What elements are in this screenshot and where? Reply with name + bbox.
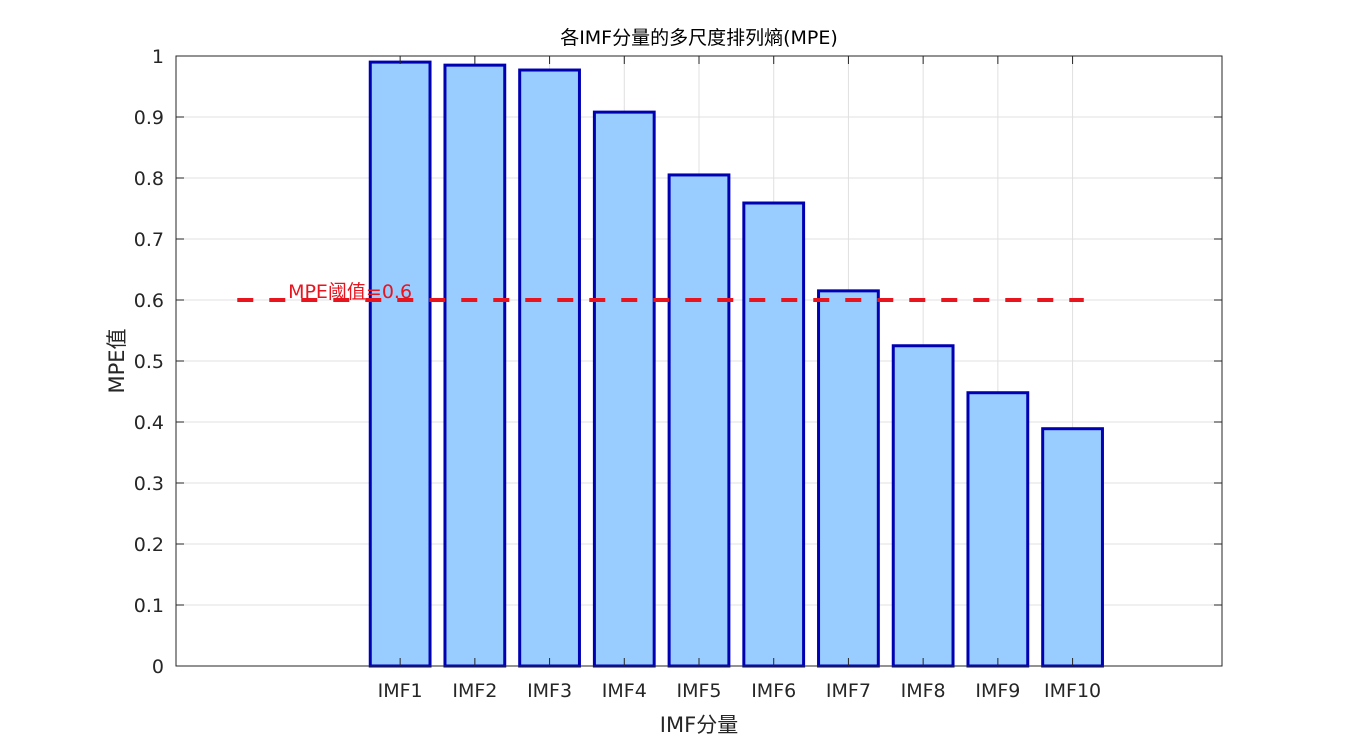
chart-title: 各IMF分量的多尺度排列熵(MPE) [560,27,838,49]
bar-imf7 [817,289,880,668]
y-axis-label: MPE值 [105,328,129,393]
y-tick-label: 0.3 [134,473,164,495]
x-tick-label: IMF6 [751,680,796,702]
y-tick-label: 0.5 [134,351,164,373]
bar-imf8 [891,344,955,668]
x-tick-label: IMF2 [452,680,497,702]
x-axis: IMF1 IMF2 IMF3 IMF4 IMF5 IMF6 IMF7 IMF8 IMF9 IMF1… [378,56,1101,702]
x-tick-label: IMF5 [676,680,721,702]
x-tick-label: IMF8 [901,680,946,702]
x-axis-label: IMF分量 [660,713,738,737]
bars [368,60,1104,668]
x-tick-label: IMF1 [378,680,423,702]
y-tick-label: 0 [152,656,164,678]
x-tick-label: IMF7 [826,680,871,702]
bar-imf6 [742,201,806,668]
bar-imf1 [368,60,432,668]
y-tick-label: 1 [152,46,164,68]
bar-imf5 [667,173,731,668]
threshold: MPE阈值=0.6 [237,281,1084,303]
y-tick-label: 0.1 [134,595,164,617]
x-tick-label: IMF10 [1044,680,1101,702]
bar-imf4 [592,110,656,668]
x-tick-label: IMF9 [975,680,1020,702]
bar-imf3 [518,68,581,668]
y-tick-label: 0.6 [134,290,164,312]
y-tick-label: 0.9 [134,107,164,129]
x-tick-label: IMF3 [527,680,572,702]
y-tick-label: 0.2 [134,534,164,556]
bar-imf9 [966,391,1030,668]
y-tick-label: 0.4 [134,412,164,434]
x-tick-label: IMF4 [602,680,647,702]
y-axis: 0 0.1 0.2 0.3 0.4 0.5 0.6 0.7 0.8 0.9 1 [134,46,1222,678]
y-tick-label: 0.7 [134,229,164,251]
threshold-label: MPE阈值=0.6 [288,281,412,303]
bar-imf2 [443,63,507,668]
bar-imf10 [1041,427,1104,668]
y-tick-label: 0.8 [134,168,164,190]
